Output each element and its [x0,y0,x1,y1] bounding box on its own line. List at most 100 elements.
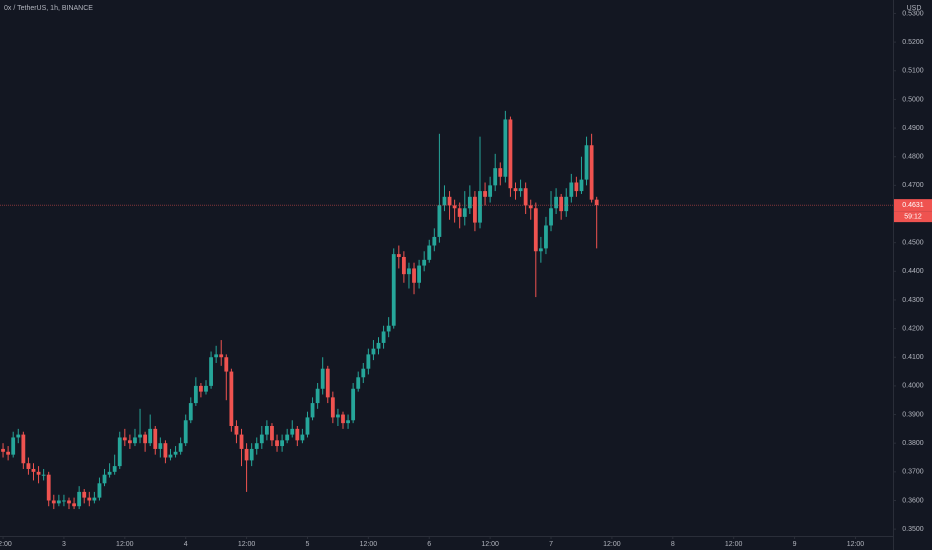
candle-body [391,254,396,326]
candle-body [77,491,82,507]
candle-body [513,188,518,192]
candle-body [173,451,178,455]
y-tick-label: 0.4700 [902,182,924,189]
candle-body [467,196,472,209]
candle-body [290,428,295,435]
candle-body [143,434,148,444]
candle-body [270,426,274,441]
candle-body [341,414,345,424]
candle-body [478,191,482,223]
candle-body [361,368,366,378]
candle-body [533,208,538,252]
candle-body [488,185,493,197]
candle-body [72,503,76,507]
candle-body [97,483,102,498]
last-price-box [894,199,932,212]
x-tick-label: 12:00 [116,541,134,548]
candle-body [122,437,127,441]
x-tick-label: 6 [427,541,431,548]
candle-body [503,119,508,177]
candle-body [432,236,437,246]
candle-body [138,434,142,438]
candle-body [508,119,513,189]
candle-body [112,466,117,472]
candle-body [127,440,132,444]
candle-body [401,256,406,275]
candle-body [483,191,487,197]
candle-body [168,454,173,458]
candle-body [264,426,269,435]
candle-body [320,368,325,389]
x-tick-label: 4 [184,541,188,548]
candle-body [569,182,574,197]
x-tick-label: 8 [671,541,675,548]
candle-body [559,196,564,212]
candle-body [427,245,432,260]
candle-body [31,468,36,472]
candle-body [178,443,183,452]
candle-body [285,434,290,441]
y-tick-label: 0.3800 [902,440,924,447]
candle-body [386,325,391,332]
candle-body [183,420,188,444]
candle-body [163,443,168,458]
candle-body [46,474,51,501]
candle-body [36,471,41,475]
candle-body [396,254,401,257]
candle-body [523,188,528,206]
candle-body [381,331,386,343]
candle-body [549,208,553,226]
y-tick-label: 0.4100 [902,354,924,361]
y-tick-label: 0.3600 [902,497,924,504]
candle-body [579,179,584,192]
candle-body [493,168,498,186]
candle-body [351,388,356,421]
candle-body [564,196,569,212]
candle-body [422,259,427,266]
x-tick-label: 7 [549,541,553,548]
candle-body [199,385,203,392]
candle-body [407,268,411,275]
candle-body [589,145,594,200]
candle-body [356,377,361,389]
candle-body [315,388,320,404]
candle-body [82,491,87,498]
candle-body [371,348,376,355]
candle-body [239,434,244,449]
y-tick-label: 0.4200 [902,325,924,332]
candle-body [62,500,66,502]
chart-title: 0x / TetherUS, 1h, BINANCE [4,5,93,12]
candle-body [188,403,193,421]
y-tick-label: 0.3700 [902,469,924,476]
candle-body [209,357,213,386]
candle-body [300,434,305,441]
candle-body [158,443,163,449]
x-tick-label: 12:00 [603,541,621,548]
candle-body [275,440,279,447]
candle-body [193,385,198,404]
y-tick-label: 0.4000 [902,383,924,390]
candle-body [366,354,371,369]
candle-body [254,443,259,449]
x-tick-label: 12:00 [481,541,499,548]
candle-body [462,208,467,217]
candle-body [310,403,315,418]
candle-body [133,437,137,444]
candle-body [153,428,158,449]
x-tick-label: 5 [306,541,310,548]
candle-body [67,500,71,504]
candle-body [234,426,239,435]
candle-body [538,248,543,252]
candle-body [1,448,5,452]
y-tick-label: 0.5200 [902,39,924,46]
candle-body [498,168,503,177]
candle-body [21,434,26,464]
candle-body [249,448,254,461]
candle-body [594,199,599,206]
candle-body [442,196,447,206]
candle-body [219,354,224,358]
candle-body [437,205,442,237]
candle-body [244,448,249,461]
y-tick-label: 0.5000 [902,96,924,103]
